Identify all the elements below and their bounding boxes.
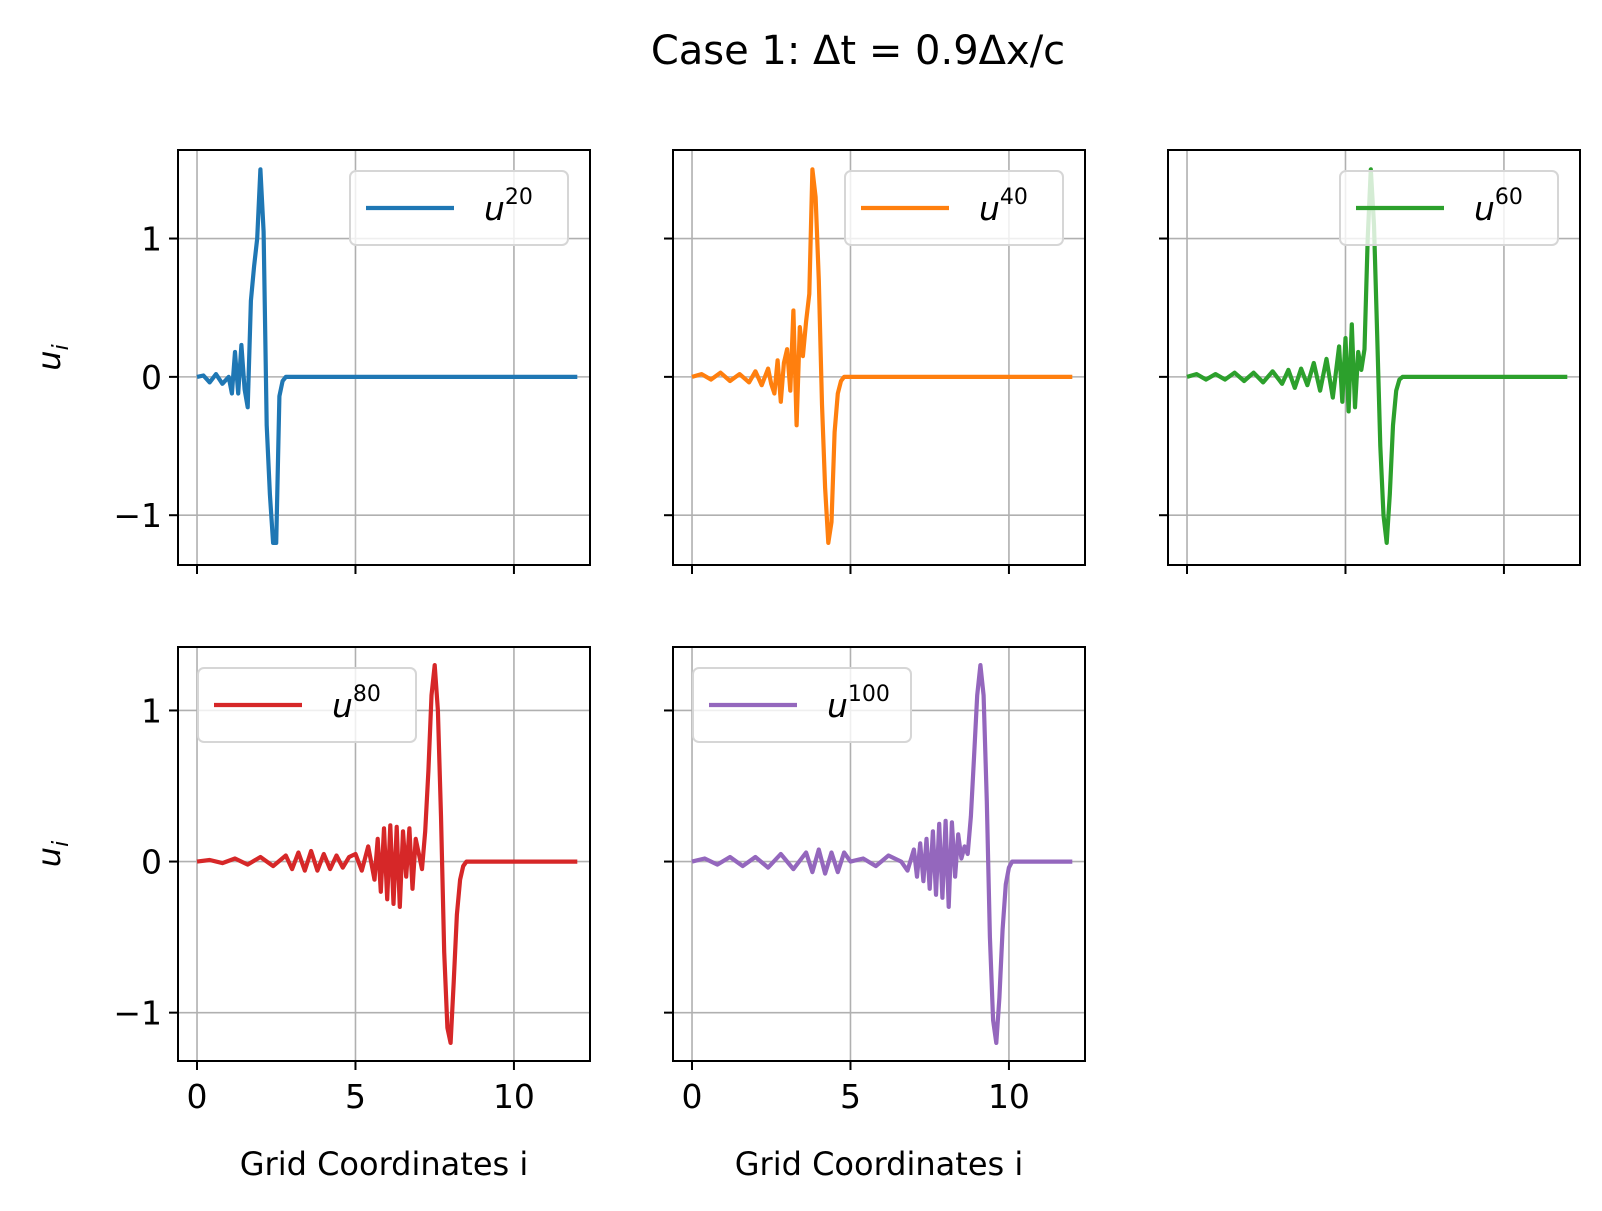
legend: u60 [1339,170,1559,246]
legend: u80 [197,667,417,743]
legend: u20 [349,170,569,246]
y-tick-label: 0 [141,358,162,397]
legend-label: u100 [827,682,890,725]
series-line-u100 [691,662,1073,1046]
x-tick-label: 5 [345,1077,366,1116]
legend-label: u20 [484,185,533,228]
subplot-u60: u60 [1159,149,1581,574]
x-tick-label: 5 [840,1077,861,1116]
x-tick-label: 10 [988,1077,1030,1116]
legend-label: u60 [1474,185,1523,228]
subplot-u80: 0 5 10 −1 0 1 ui Grid Coordinates i u80 [30,646,591,1183]
subplot-u100: 0 5 10 Grid Coordinates i u100 [664,646,1086,1183]
legend-box [844,170,1064,246]
legend: u40 [844,170,1064,246]
y-axis-label: ui [30,344,74,370]
axes-frame [672,646,1086,1062]
y-tick-label: −1 [113,994,162,1033]
x-axis-label: Grid Coordinates i [240,1145,528,1183]
y-tick-label: 1 [141,220,162,259]
x-tick-label: 10 [493,1077,535,1116]
legend-label: u80 [332,682,381,725]
subplot-u40: u40 [664,149,1086,574]
x-tick-label: 0 [187,1077,208,1116]
axes-frame [177,149,591,566]
subplot-u20: −1 0 1 ui u20 [30,149,591,574]
legend-label: u40 [979,185,1028,228]
series-line-u60 [1186,167,1568,546]
x-axis-label: Grid Coordinates i [735,1145,1023,1183]
figure-title: Case 1: Δt = 0.9Δx/c [651,28,1065,74]
series-line-u80 [196,662,578,1046]
series-line-u40 [691,167,1073,546]
series-line-u20 [196,167,578,546]
legend-box [692,667,912,743]
legend-box [349,170,569,246]
axes-frame [672,149,1086,566]
subplot-grid: −1 0 1 ui u20 u40 u60 0 5 10 −1 0 1 ui Grid Coordinate… [30,149,1581,1183]
legend-box [197,667,417,743]
legend-box [1339,170,1559,246]
y-axis-label: ui [30,841,74,867]
y-tick-label: −1 [113,496,162,535]
x-tick-label: 0 [682,1077,703,1116]
legend: u100 [692,667,912,743]
y-tick-label: 0 [141,843,162,882]
axes-frame [177,646,591,1062]
y-tick-label: 1 [141,691,162,730]
axes-frame [1167,149,1581,566]
